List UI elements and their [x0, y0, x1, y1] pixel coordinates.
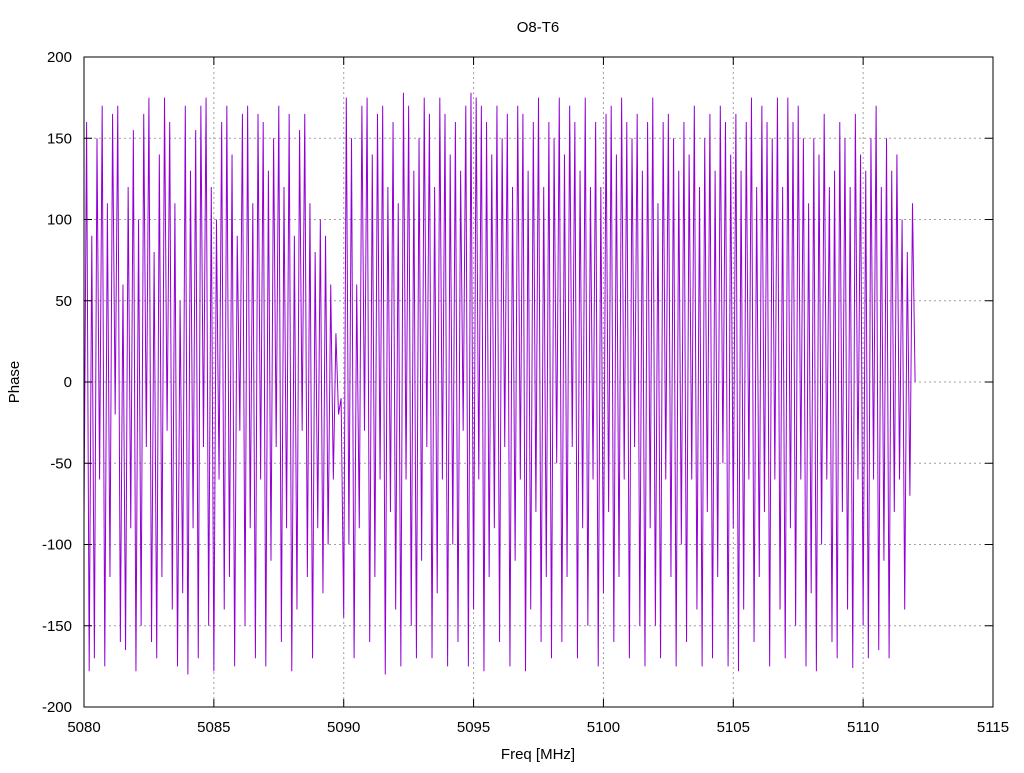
- x-tick-label: 5080: [67, 719, 100, 736]
- y-tick-label: -150: [42, 618, 72, 635]
- y-tick-label: 100: [47, 212, 72, 229]
- x-axis-label: Freq [MHz]: [501, 746, 575, 763]
- y-tick-label: 150: [47, 130, 72, 147]
- y-tick-label: 200: [47, 49, 72, 66]
- x-tick-label: 5110: [847, 719, 879, 736]
- x-tick-label: 5115: [977, 719, 1009, 736]
- x-tick-label: 5105: [717, 719, 750, 736]
- x-tick-label: 5085: [197, 719, 230, 736]
- x-tick-label: 5090: [327, 719, 360, 736]
- series-layer: [83, 92, 916, 675]
- y-tick-label: -100: [42, 537, 72, 554]
- chart-title: O8-T6: [517, 19, 560, 36]
- y-tick-label: 50: [55, 293, 72, 310]
- y-axis-label: Phase: [6, 361, 23, 404]
- x-tick-label: 5100: [587, 719, 620, 736]
- y-tick-label: 0: [64, 374, 72, 391]
- y-tick-label: -50: [50, 455, 72, 472]
- x-tick-label: 5095: [457, 719, 490, 736]
- ticks: 5080 5085 5090 5095 5100 5105 5110 5115 -200 -150…: [42, 49, 1009, 736]
- series-line-0: [83, 92, 916, 675]
- y-tick-label: -200: [42, 699, 72, 716]
